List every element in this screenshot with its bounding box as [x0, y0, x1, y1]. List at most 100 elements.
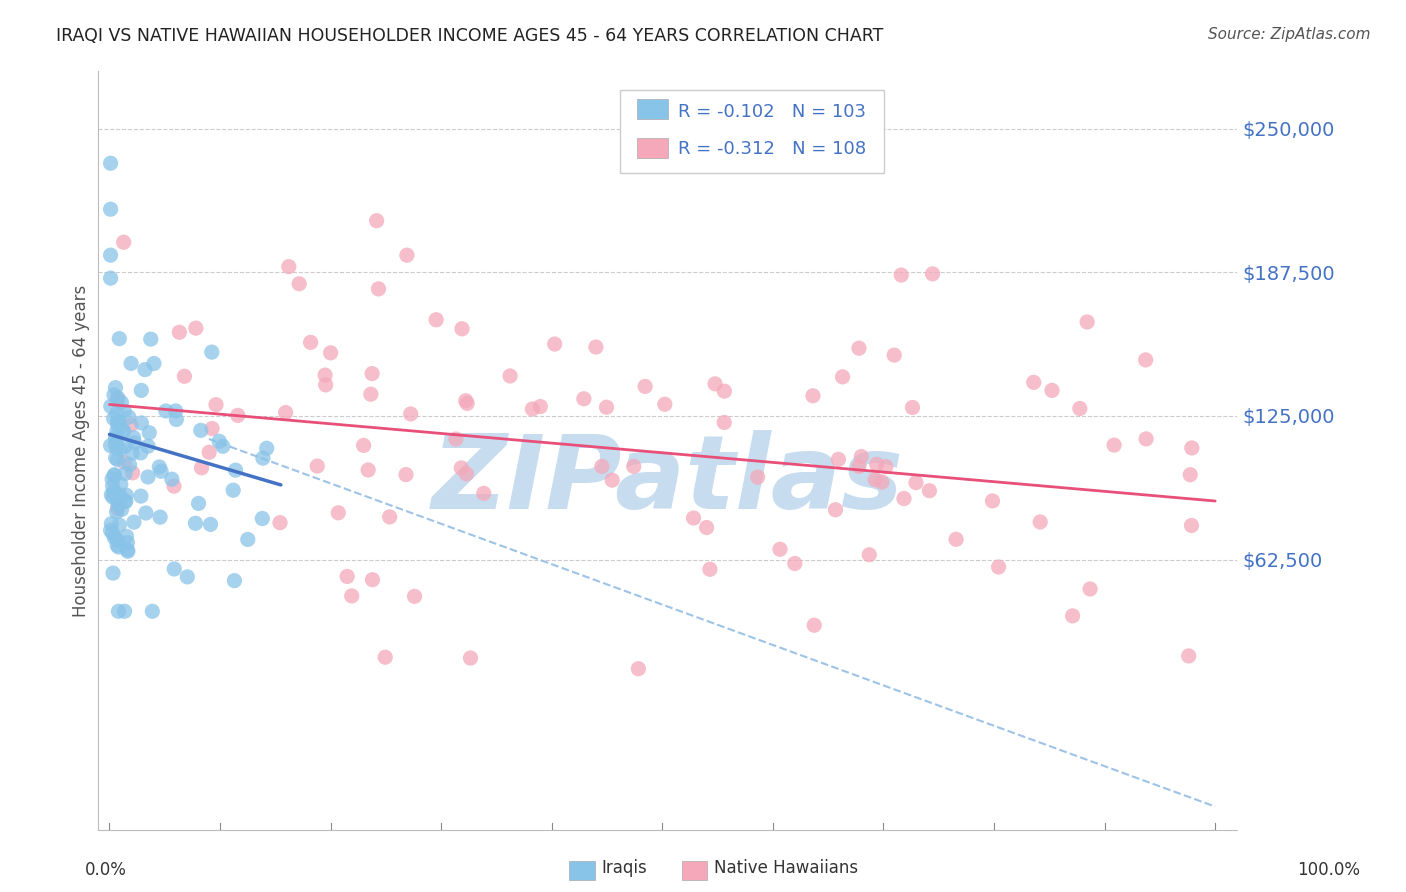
Point: [274, 405, 297, 419]
Point: [883, 348, 905, 362]
Text: R = -0.102   N = 103: R = -0.102 N = 103: [678, 103, 866, 120]
Point: [395, 467, 418, 482]
Point: [627, 662, 650, 676]
Point: [404, 590, 426, 604]
Point: [129, 446, 152, 460]
Point: [200, 517, 222, 532]
Point: [117, 542, 139, 557]
Point: [124, 435, 146, 450]
Point: [103, 411, 125, 425]
Point: [591, 459, 613, 474]
Point: [149, 510, 172, 524]
Point: [163, 479, 186, 493]
Point: [105, 538, 128, 552]
Point: [107, 501, 129, 516]
Point: [129, 384, 152, 398]
Point: [314, 368, 336, 382]
Point: [114, 494, 136, 508]
Point: [107, 604, 129, 618]
Point: [100, 156, 122, 170]
Point: [100, 400, 122, 414]
Point: [112, 424, 135, 438]
Point: [101, 479, 124, 493]
Point: [987, 560, 1010, 574]
Point: [107, 494, 129, 508]
Point: [104, 432, 127, 446]
Point: [105, 424, 128, 438]
Point: [112, 235, 135, 250]
Point: [981, 494, 1004, 508]
Point: [107, 498, 129, 512]
Point: [121, 466, 143, 480]
Point: [1135, 352, 1157, 367]
Point: [139, 332, 162, 346]
Point: [100, 248, 122, 262]
Point: [374, 650, 396, 665]
Point: [205, 398, 228, 412]
Point: [176, 570, 198, 584]
Point: [654, 397, 676, 411]
Point: [904, 475, 927, 490]
Point: [169, 325, 191, 339]
Point: [190, 423, 212, 437]
Text: Native Hawaiians: Native Hawaiians: [714, 859, 859, 877]
Point: [1069, 401, 1091, 416]
Point: [1040, 384, 1063, 398]
Point: [299, 335, 322, 350]
Point: [378, 509, 401, 524]
Point: [803, 618, 825, 632]
Point: [366, 213, 388, 227]
Point: [173, 369, 195, 384]
Point: [454, 393, 477, 408]
Point: [104, 381, 127, 395]
Point: [115, 529, 138, 543]
Point: [222, 483, 245, 498]
Point: [100, 202, 122, 217]
Point: [824, 502, 846, 516]
Point: [165, 404, 187, 418]
Point: [288, 277, 311, 291]
Point: [114, 455, 136, 469]
Point: [101, 472, 124, 486]
Point: [105, 441, 128, 455]
Point: [444, 432, 467, 446]
Point: [863, 473, 886, 487]
Point: [277, 260, 299, 274]
Point: [890, 268, 912, 282]
Point: [110, 395, 132, 409]
Point: [108, 442, 131, 456]
Point: [105, 406, 128, 420]
Point: [108, 488, 131, 502]
Point: [831, 369, 853, 384]
Text: Iraqis: Iraqis: [602, 859, 648, 877]
Point: [713, 416, 735, 430]
Point: [472, 486, 495, 500]
Point: [1135, 432, 1157, 446]
Point: [105, 392, 128, 406]
Point: [340, 589, 363, 603]
Point: [236, 533, 259, 547]
Point: [187, 496, 209, 510]
Point: [696, 520, 718, 534]
Point: [118, 458, 141, 472]
Point: [103, 388, 125, 402]
Point: [252, 511, 274, 525]
Point: [319, 346, 342, 360]
Point: [108, 491, 131, 506]
Point: [893, 491, 915, 506]
Point: [160, 472, 183, 486]
Point: [198, 445, 221, 459]
Point: [1181, 441, 1204, 455]
Point: [544, 337, 567, 351]
Point: [103, 467, 125, 482]
Point: [522, 402, 544, 417]
Point: [201, 345, 224, 359]
Point: [1102, 438, 1125, 452]
Point: [1076, 315, 1098, 329]
Point: [201, 421, 224, 435]
Point: [107, 533, 129, 548]
Point: [208, 434, 231, 449]
Point: [103, 468, 125, 483]
Point: [100, 439, 122, 453]
Point: [901, 401, 924, 415]
